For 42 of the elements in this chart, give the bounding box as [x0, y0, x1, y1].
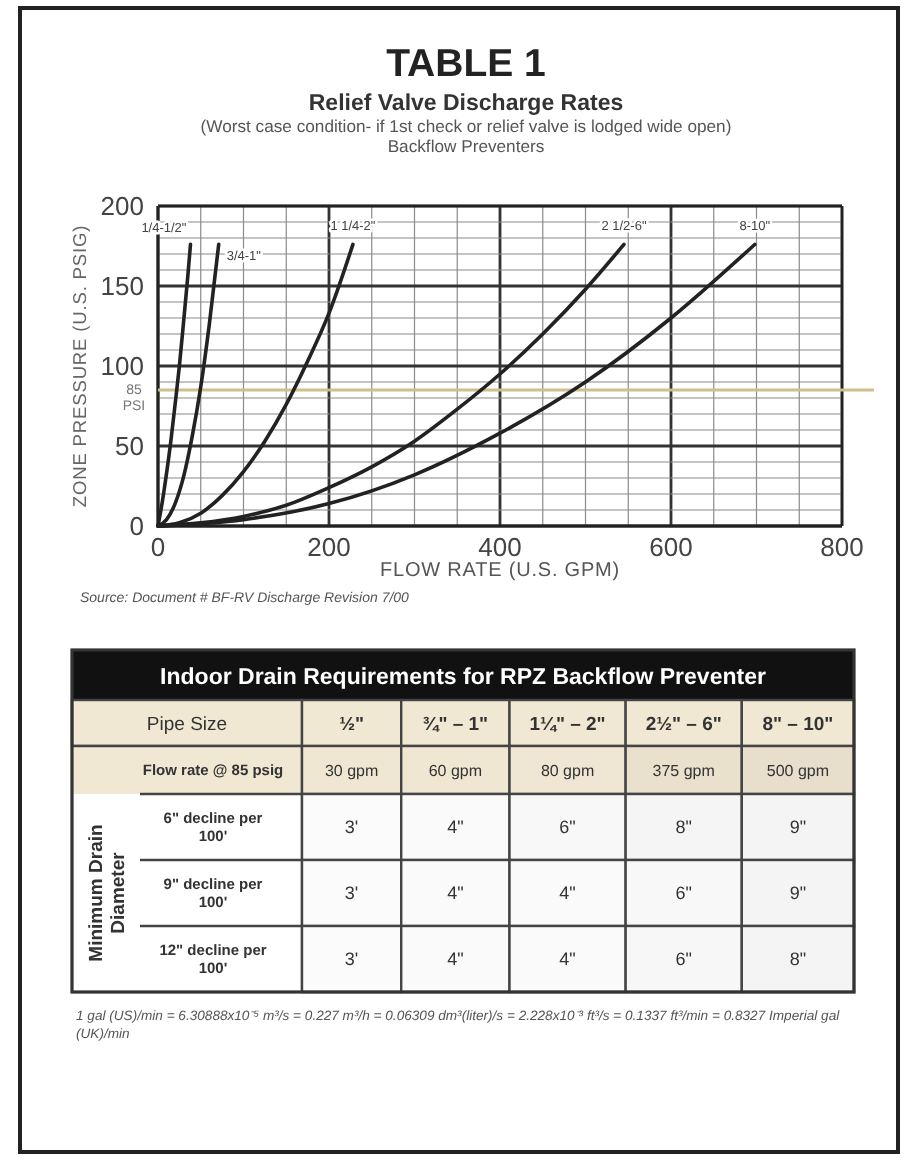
x-tick-label: 600	[649, 532, 693, 562]
data-label: 500 gpm	[766, 761, 830, 780]
data-label: 3'	[344, 817, 359, 838]
x-axis-title: FLOW RATE (U.S. GPM)	[379, 560, 621, 582]
data-label: 4"	[447, 949, 464, 970]
data-label: 80 gpm	[540, 761, 595, 780]
data-label: 375 gpm	[652, 761, 716, 780]
x-tick-label: 200	[307, 532, 351, 562]
x-tick-label: ¾" – 1"	[422, 713, 489, 736]
x-tick-label: 2½" – 6"	[645, 713, 722, 736]
data-label: 4"	[559, 949, 576, 970]
data-label: 4"	[447, 883, 464, 904]
chart-title: Relief Valve Discharge Rates	[308, 92, 624, 116]
caption: TABLE 1	[386, 42, 547, 86]
data-label: 9"	[789, 817, 807, 838]
x-tick-label: 800	[820, 532, 864, 562]
y-tick-label: 50	[115, 431, 144, 462]
chart-title: Indoor Drain Requirements for RPZ Backflow Preventer	[160, 666, 767, 690]
data-label: 60 gpm	[428, 761, 483, 780]
data-label: 9"	[789, 883, 807, 904]
y-axis-title: ZONE PRESSURE (U.S. PSIG)	[70, 224, 90, 508]
y-tick-label: 150	[100, 271, 144, 302]
x-tick-label: 1¼" – 2"	[529, 713, 606, 736]
data-label: 4"	[559, 883, 576, 904]
data-label: 3'	[344, 883, 359, 904]
y-tick-label: 100	[100, 351, 144, 382]
y-axis-title: Minimum Drain Diameter	[86, 824, 130, 962]
x-axis-title: Pipe Size	[146, 713, 228, 736]
data-label: 6"	[559, 817, 576, 838]
data-label: 3'	[344, 949, 359, 970]
chart-subtitle: (Worst case condition- if 1st check or relief valve is lodged wide open) Backflow Preventers	[200, 116, 732, 156]
data-label: 8"	[789, 949, 807, 970]
x-tick-label: 8" – 10"	[762, 713, 834, 736]
x-tick-label: 400	[478, 532, 522, 562]
data-label: 30 gpm	[324, 761, 379, 780]
data-label: 6"	[675, 883, 692, 904]
x-tick-label: ½"	[339, 713, 365, 736]
data-label: 6"	[675, 949, 692, 970]
data-label: 8"	[675, 817, 692, 838]
y-tick-label: 200	[100, 191, 144, 222]
data-label: 4"	[447, 817, 464, 838]
y-tick-label: 0	[129, 511, 144, 542]
